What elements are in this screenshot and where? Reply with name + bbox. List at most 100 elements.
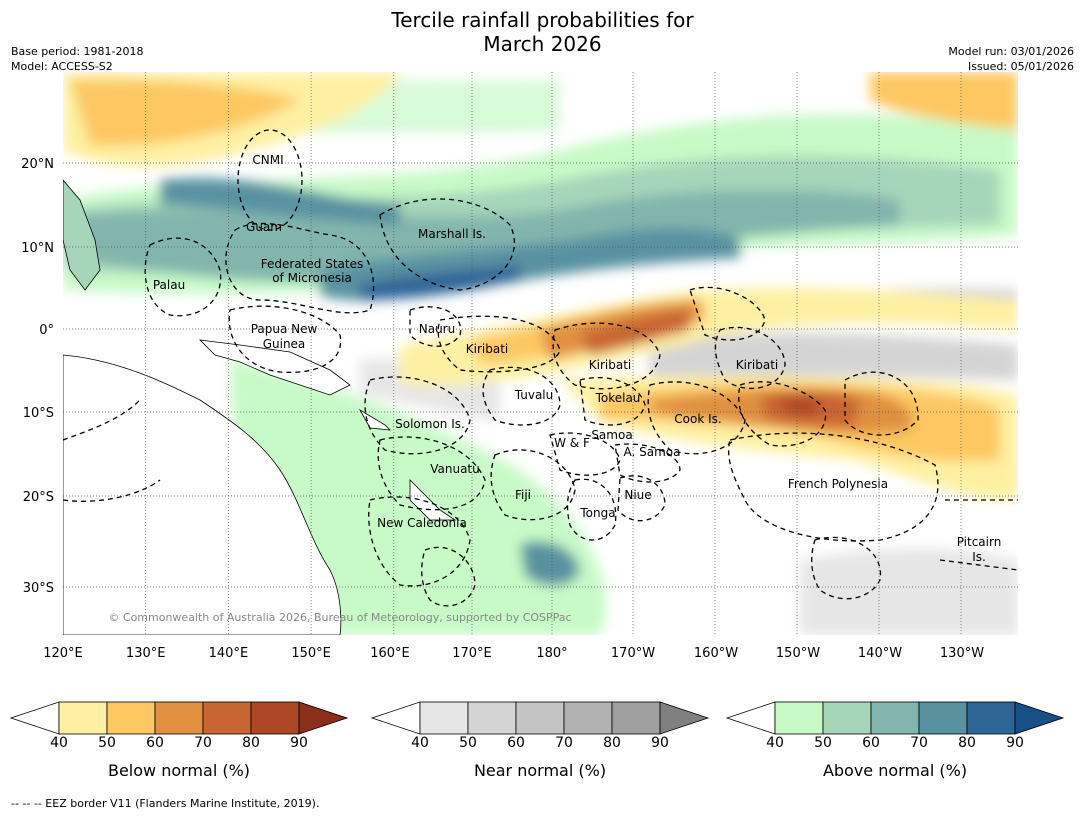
model-name: Model: ACCESS-S2: [11, 60, 113, 73]
colorbar-segment: [106, 701, 156, 735]
colorbar-segment: [419, 701, 469, 735]
region-label: CNMI: [252, 153, 283, 167]
copyright-note: © Commonwealth of Australia 2026, Bureau…: [108, 611, 571, 624]
region-label: Guinea: [263, 337, 306, 351]
near-normal-colorbar: [370, 701, 710, 735]
colorbar-segment: [202, 701, 252, 735]
region-label: Tuvalu: [514, 388, 554, 402]
region-label: A. Samoa: [624, 445, 681, 459]
region-label: of Micronesia: [272, 271, 352, 285]
title-line-1: Tercile rainfall probabilities for: [391, 8, 694, 32]
region-label: Kiribati: [589, 358, 631, 372]
lon-label: 120°E: [43, 646, 83, 661]
colorbar-tick-label: 80: [958, 735, 976, 751]
colorbar-tick-label: 50: [814, 735, 832, 751]
lon-label: 170°E: [452, 646, 492, 661]
graticule: [63, 72, 1018, 635]
lat-axis-labels: 20°N 10°N 0° 10°S 20°S 30°S: [21, 157, 54, 596]
region-label: Pitcairn: [957, 535, 1002, 549]
colorbar-tick-label: 70: [555, 735, 573, 751]
colorbar-segment: [918, 701, 968, 735]
region-label: Guam: [246, 220, 282, 234]
region-label: Tonga: [579, 506, 615, 520]
above-normal-colorbar: [725, 701, 1065, 735]
colorbar-tick-label: 70: [194, 735, 212, 751]
region-label: Is.: [972, 550, 986, 564]
region-label: Solomon Is.: [395, 417, 465, 431]
lon-label: 140°W: [858, 646, 902, 661]
lat-label: 20°S: [23, 490, 54, 505]
colorbars: [9, 701, 1065, 735]
colorbar-tick-label: 90: [1006, 735, 1024, 751]
probability-field: CNMI Guam Marshall Is. Federated States …: [63, 72, 1018, 635]
region-label: Marshall Is.: [418, 227, 486, 241]
colorbar-segment: [515, 701, 565, 735]
eez-borders: [63, 129, 1018, 607]
lon-label: 150°E: [291, 646, 331, 661]
colorbar-segment: [822, 701, 872, 735]
lat-label: 10°S: [23, 406, 54, 421]
colorbar-tick-label: 70: [910, 735, 928, 751]
colorbar-tick-label: 60: [146, 735, 164, 751]
region-label: Samoa: [591, 428, 632, 442]
region-label: Nauru: [419, 322, 455, 336]
colorbar-segment: [250, 701, 300, 735]
base-info: Base period: 1981-2018 Model: ACCESS-S2: [11, 44, 143, 74]
colorbar-segment: [774, 701, 824, 735]
lon-label: 130°E: [126, 646, 166, 661]
above-normal-label: Above normal (%): [822, 761, 968, 780]
colorbar-tick-label: 80: [242, 735, 260, 751]
colorbar-segment: [467, 701, 517, 735]
lon-label: 160°W: [694, 646, 738, 661]
region-label: Fiji: [515, 488, 531, 502]
region-label: Cook Is.: [674, 412, 721, 426]
colorbar-segment: [154, 701, 204, 735]
region-label: Federated States: [261, 257, 363, 271]
colorbar-tick-label: 80: [603, 735, 621, 751]
lat-label: 0°: [39, 323, 54, 338]
colorbar-tick-label: 60: [862, 735, 880, 751]
colorbar-tick-label: 40: [411, 735, 429, 751]
below-normal-label: Below normal (%): [107, 761, 251, 780]
colorbar-tick-label: 50: [459, 735, 477, 751]
region-label: Kiribati: [466, 342, 508, 356]
model-run: Model run: 03/01/2026: [948, 45, 1074, 58]
colorbar-min-arrow: [370, 701, 421, 735]
lon-label: 130°W: [940, 646, 984, 661]
colorbar-tick-label: 90: [651, 735, 669, 751]
run-info: Model run: 03/01/2026 Issued: 05/01/2026: [948, 44, 1074, 74]
colorbar-segment: [563, 701, 613, 735]
region-labels: CNMI Guam Marshall Is. Federated States …: [153, 153, 1001, 564]
colorbar-segment: [870, 701, 920, 735]
region-label: Kiribati: [736, 358, 778, 372]
lat-label: 30°S: [23, 581, 54, 596]
title-line-2: March 2026: [483, 32, 602, 56]
region-label: Niue: [624, 488, 651, 502]
colorbar-min-arrow: [725, 701, 776, 735]
colorbar-tick-label: 40: [50, 735, 68, 751]
colorbar-tick-label: 50: [98, 735, 116, 751]
colorbar-tick-label: 40: [766, 735, 784, 751]
colorbar-segment: [966, 701, 1016, 735]
colorbar-segment: [58, 701, 108, 735]
lon-label: 170°W: [611, 646, 655, 661]
region-label: French Polynesia: [788, 477, 888, 491]
lon-label: 140°E: [209, 646, 249, 661]
colorbar-max-arrow: [298, 701, 349, 735]
near-normal-label: Near normal (%): [473, 761, 607, 780]
base-period: Base period: 1981-2018: [11, 45, 144, 58]
region-label: Palau: [153, 278, 185, 292]
colorbar-tick-label: 60: [507, 735, 525, 751]
lon-axis-labels: 120°E 130°E 140°E 150°E 160°E 170°E 180°…: [43, 646, 984, 661]
colorbar-max-arrow: [659, 701, 710, 735]
lon-label: 160°E: [370, 646, 410, 661]
region-label: New Caledonia: [377, 516, 467, 530]
region-label: Tokelau: [595, 391, 641, 405]
lat-label: 10°N: [21, 241, 54, 256]
region-label: Papua New: [251, 322, 318, 336]
region-label: W & F: [554, 436, 590, 450]
lat-label: 20°N: [21, 157, 54, 172]
region-label: Vanuatu: [430, 462, 480, 476]
eez-footnote: -- -- -- EEZ border V11 (Flanders Marine…: [11, 797, 320, 810]
